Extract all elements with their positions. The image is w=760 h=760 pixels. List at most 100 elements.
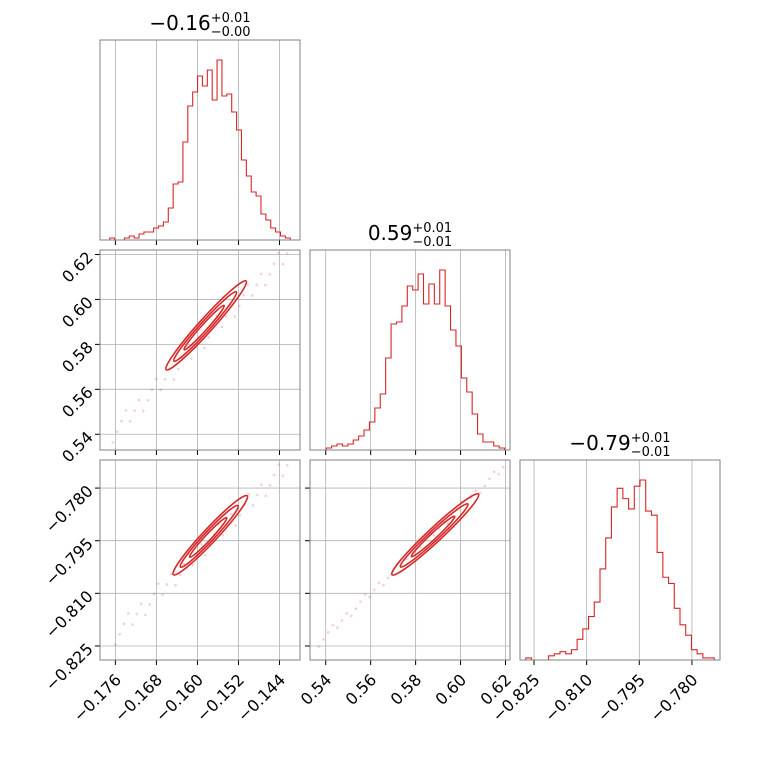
title-upper-error: +0.01 — [631, 431, 671, 446]
title-median: −0.16 — [149, 11, 210, 35]
sample-point — [142, 409, 145, 413]
x-tick-label: −0.780 — [646, 670, 701, 725]
pair-panel-param-1-vs-2: 0.54 0.56 0.58 0.60 0.62 — [58, 248, 301, 466]
sample-point — [322, 638, 325, 641]
contour-line — [172, 290, 238, 363]
sample-point — [152, 592, 156, 596]
sample-point — [492, 470, 496, 474]
sample-point — [224, 314, 228, 318]
panel-frame — [99, 39, 301, 241]
histogram-title: −0.79+0.01 −0.01 — [569, 431, 670, 460]
x-tick-label: −0.810 — [541, 670, 596, 725]
sample-point — [111, 441, 115, 444]
x-tick-label: 0.58 — [387, 670, 426, 709]
sample-point — [372, 588, 376, 592]
sample-point — [281, 262, 285, 266]
sample-point — [199, 542, 203, 546]
y-tick-label: 0.60 — [58, 293, 97, 332]
sample-point — [382, 583, 385, 587]
sample-point — [259, 272, 263, 276]
sample-point — [234, 524, 237, 527]
y-tick-label: 0.58 — [58, 338, 97, 377]
sample-point — [268, 484, 272, 487]
y-tick-label: −0.810 — [41, 587, 96, 642]
panel-frame — [99, 459, 301, 661]
y-tick-label: 0.62 — [58, 248, 97, 287]
sample-point — [233, 315, 237, 318]
sample-point — [363, 593, 367, 596]
sample-point — [191, 563, 194, 567]
y-tick-label: −0.780 — [41, 481, 96, 536]
title-upper-error: +0.01 — [211, 11, 251, 26]
sample-point — [354, 607, 358, 611]
contour-line — [188, 516, 228, 559]
sample-point — [220, 325, 224, 329]
sample-point — [150, 388, 154, 391]
sample-point — [501, 465, 505, 469]
y-tick-label: 0.56 — [58, 383, 97, 422]
sample-point — [163, 377, 167, 381]
sample-point — [483, 484, 487, 488]
contour-line — [172, 494, 249, 576]
sample-point — [326, 631, 330, 634]
panel-frame — [99, 249, 301, 451]
sample-point — [272, 262, 276, 266]
sample-point — [285, 463, 289, 467]
sample-point — [497, 472, 500, 476]
sample-point — [268, 273, 272, 276]
title-lower-error: −0.00 — [211, 25, 251, 40]
pair-panel-param-2-vs-3: 0.54 0.56 0.58 0.60 0.62 — [297, 459, 515, 709]
sample-point — [172, 378, 176, 381]
sample-point — [281, 474, 285, 477]
sample-point — [285, 252, 289, 255]
sample-point — [169, 572, 173, 576]
sample-point — [189, 357, 193, 360]
sample-point — [124, 409, 128, 412]
sample-point — [114, 643, 117, 646]
histogram-step-line — [520, 479, 720, 661]
sample-point — [165, 583, 169, 586]
sample-point — [115, 430, 119, 434]
histogram-panel-param-3: −0.825−0.810−0.795−0.780−0.79+0.01 −0.01 — [488, 431, 721, 725]
sample-point — [345, 612, 348, 615]
x-tick-label: 0.60 — [432, 670, 471, 709]
sample-point — [230, 513, 233, 516]
histogram-title: 0.59+0.01 −0.01 — [368, 221, 452, 250]
sample-point — [336, 626, 339, 629]
sample-point — [478, 491, 482, 495]
sample-point — [419, 546, 422, 549]
histogram-title: −0.16+0.01 −0.00 — [149, 11, 250, 40]
sample-point — [359, 600, 362, 603]
sample-point — [251, 504, 255, 507]
x-tick-label: 0.56 — [342, 670, 381, 709]
x-tick-label: −0.795 — [594, 670, 649, 725]
title-upper-error: +0.01 — [412, 221, 452, 236]
sample-point — [157, 582, 160, 585]
title-median: 0.59 — [368, 221, 413, 245]
histogram-step-line — [310, 269, 510, 451]
sample-point — [349, 614, 353, 618]
sample-point — [135, 612, 139, 616]
sample-point — [277, 463, 280, 466]
sample-point — [272, 473, 276, 477]
sample-point — [237, 304, 241, 308]
sample-point — [131, 623, 134, 626]
sample-point — [139, 602, 143, 606]
sample-point — [155, 377, 158, 381]
sample-point — [146, 398, 149, 402]
sample-point — [178, 573, 182, 576]
sample-point — [386, 576, 390, 580]
sample-point — [377, 581, 381, 585]
title-lower-error: −0.01 — [631, 445, 671, 460]
sample-point — [331, 623, 335, 627]
title-median: −0.79 — [569, 431, 630, 455]
contour-line — [399, 502, 469, 568]
sample-point — [242, 293, 245, 297]
sample-point — [204, 554, 207, 557]
sample-point — [474, 489, 477, 492]
sample-point — [203, 346, 206, 350]
sample-point — [207, 336, 211, 339]
contour-line — [179, 504, 240, 569]
panel-frame — [519, 459, 721, 661]
